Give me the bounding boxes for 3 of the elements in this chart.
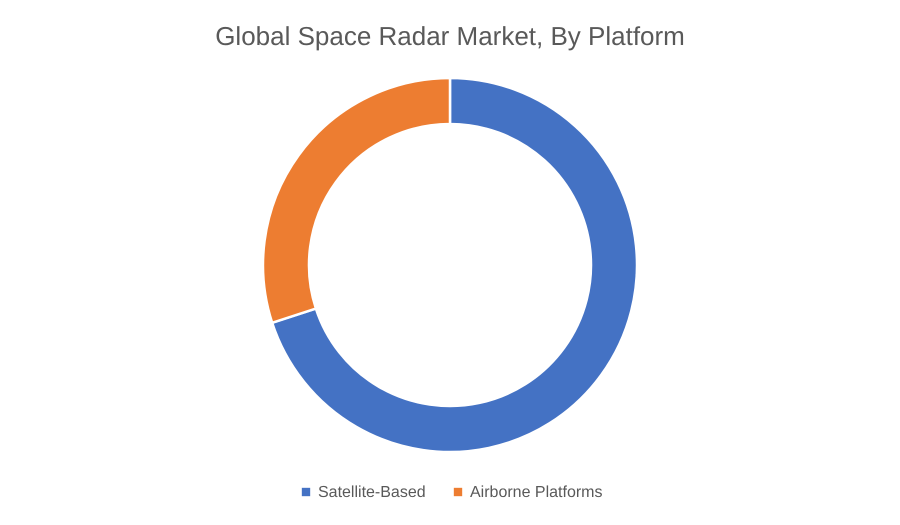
legend-label: Satellite-Based <box>318 484 426 501</box>
chart-title: Global Space Radar Market, By Platform <box>215 21 685 51</box>
legend-label: Airborne Platforms <box>470 484 602 501</box>
